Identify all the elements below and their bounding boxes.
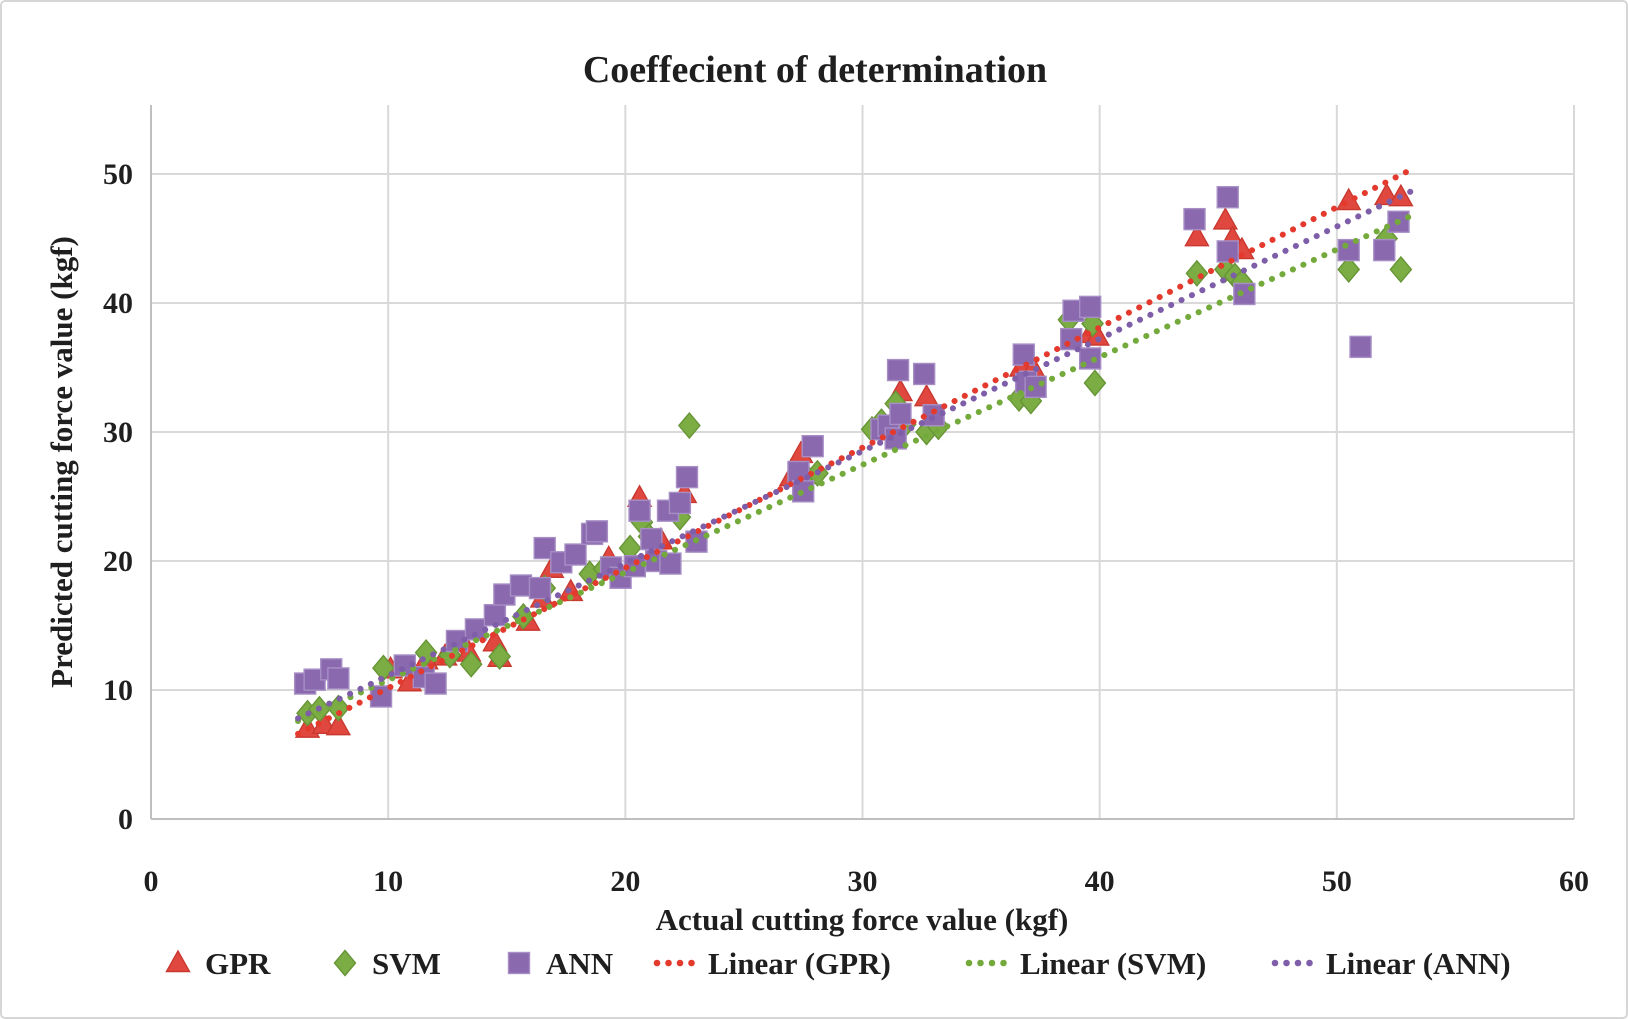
legend: GPR SVM ANN Linear (GPR) Linear (SVM) Linear …	[165, 946, 1511, 981]
dotted-line-icon	[1271, 959, 1279, 967]
dotted-line-icon	[977, 959, 984, 967]
svm-point	[1083, 369, 1107, 397]
gpr-point	[913, 383, 940, 407]
dotted-line-icon	[988, 959, 996, 967]
dotted-line-icon	[676, 959, 684, 967]
x-tick-label: 10	[373, 865, 403, 898]
y-axis-title: Predicted cutting force value (kgf)	[44, 236, 79, 688]
ann-point	[659, 552, 682, 575]
ann-point	[668, 491, 692, 515]
ann-point	[564, 543, 587, 566]
ann-point	[1349, 335, 1372, 359]
legend-label: GPR	[205, 946, 271, 981]
legend-item-linear-ann-: Linear (ANN)	[1271, 946, 1511, 981]
y-tick-label: 50	[103, 158, 133, 191]
y-tick-label: 30	[103, 416, 133, 449]
dotted-line-icon	[688, 959, 695, 967]
y-tick-label: 20	[103, 545, 133, 578]
linear-svm--trendline	[295, 210, 1419, 724]
x-tick-label: 40	[1085, 865, 1115, 898]
ann-point	[424, 672, 447, 695]
legend-item-ann: ANN	[507, 946, 613, 981]
dotted-line-icon	[1294, 959, 1302, 967]
dotted-line-icon	[1283, 959, 1290, 967]
trendlines	[295, 164, 1419, 737]
ann-point	[889, 402, 912, 426]
legend-item-svm: SVM	[333, 946, 441, 981]
dotted-line-icon	[965, 959, 973, 967]
svm-point	[1389, 255, 1413, 284]
chart-title: Coeffecient of determination	[583, 49, 1047, 91]
diamond-icon	[333, 949, 357, 977]
dotted-line-icon	[665, 959, 672, 967]
gpr-point	[325, 712, 352, 736]
svm-point	[459, 650, 483, 678]
legend-label: Linear (GPR)	[708, 946, 891, 981]
legend-label: Linear (SVM)	[1020, 946, 1206, 981]
ann-point	[1216, 186, 1239, 209]
x-axis-title: Actual cutting force value (kgf)	[656, 902, 1069, 937]
x-tick-label: 60	[1559, 865, 1589, 898]
svm-point	[677, 411, 701, 440]
gridlines	[150, 105, 1575, 820]
ann-point	[886, 358, 910, 382]
ann-point	[327, 667, 350, 690]
y-tick-label: 0	[118, 803, 133, 836]
ann-point	[528, 576, 552, 600]
y-tick-label: 40	[103, 287, 133, 320]
ann-point	[628, 499, 651, 522]
axis-tick-labels: 0 10 20 30 40 50 60 0 10 20 30 40 50	[103, 158, 1589, 898]
dotted-line-icon	[1306, 959, 1313, 967]
x-tick-label: 20	[610, 865, 640, 898]
x-tick-label: 30	[848, 865, 878, 898]
x-tick-label: 0	[144, 865, 159, 898]
ann-point	[1024, 375, 1047, 399]
linear-gpr--trendline	[295, 164, 1419, 737]
ann-point	[1078, 295, 1102, 319]
ann-point	[1216, 240, 1239, 263]
x-tick-label: 50	[1322, 865, 1352, 898]
ann-point	[640, 527, 663, 551]
legend-item-linear-svm-: Linear (SVM)	[965, 946, 1206, 981]
ann-point	[675, 465, 699, 489]
svm-point	[488, 642, 512, 671]
legend-label: ANN	[546, 946, 613, 981]
legend-label: Linear (ANN)	[1326, 946, 1511, 981]
legend-label: SVM	[372, 946, 441, 981]
plot-points	[293, 182, 1414, 738]
ann-point	[585, 520, 609, 543]
linear-ann--trendline	[295, 186, 1419, 722]
ann-point	[1012, 343, 1035, 366]
legend-item-linear-gpr-: Linear (GPR)	[653, 946, 891, 981]
ann-point	[509, 574, 533, 597]
triangle-icon	[165, 949, 191, 973]
ann-point	[1373, 238, 1396, 262]
gpr-point	[1212, 207, 1239, 230]
ann-point	[1183, 207, 1206, 231]
gpr-point	[1184, 223, 1210, 247]
square-icon	[507, 951, 531, 975]
y-tick-label: 10	[103, 674, 133, 707]
legend-item-gpr: GPR	[165, 946, 271, 981]
ann-point	[801, 434, 824, 458]
dotted-line-icon	[1000, 959, 1007, 967]
ann-point	[533, 536, 556, 560]
dotted-line-icon	[653, 959, 661, 967]
svm-point	[1337, 255, 1361, 284]
ann-point	[912, 362, 936, 386]
